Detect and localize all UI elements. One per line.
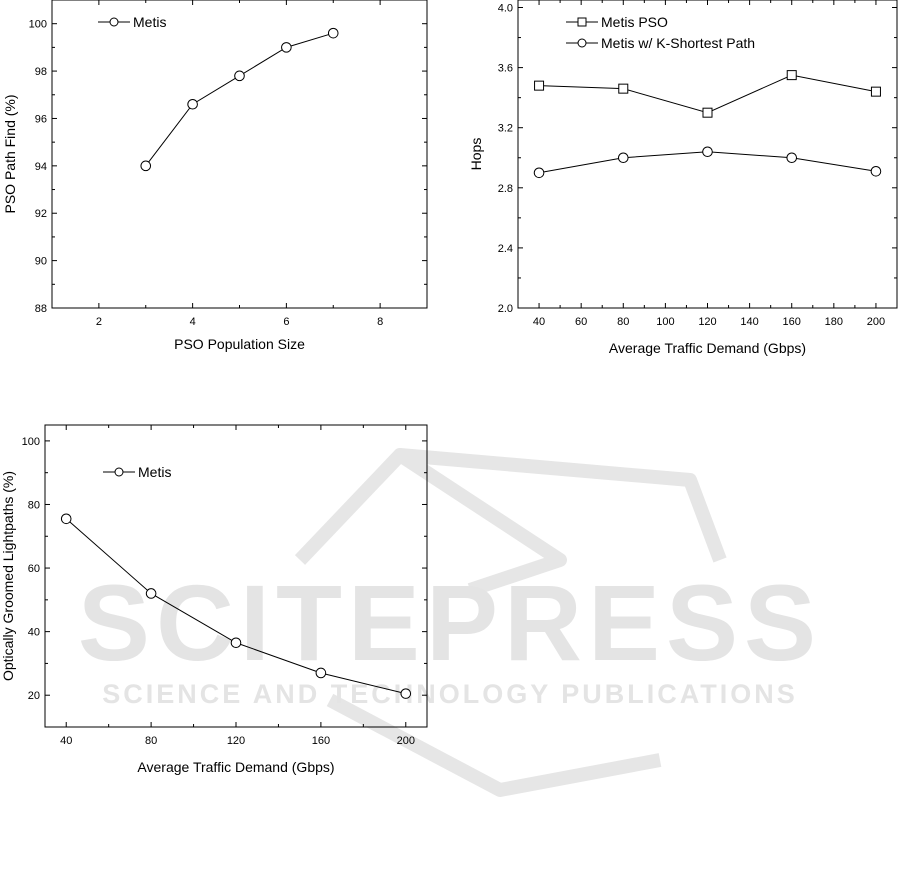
data-point-square <box>618 83 629 94</box>
x-tick-label: 40 <box>60 735 72 747</box>
legend-label: Metis <box>133 14 166 30</box>
chart-3: 40 80 120 160 200 20 40 60 80 100 Average Traffic … <box>0 424 428 775</box>
x-tick-label: 60 <box>575 316 587 328</box>
data-point-square <box>786 70 797 81</box>
y-tick-label: 4.0 <box>498 3 513 15</box>
data-point <box>281 42 292 53</box>
data-point <box>617 152 629 164</box>
y-tick-label: 92 <box>35 208 47 220</box>
data-point <box>400 688 412 699</box>
legend-label: Metis <box>138 464 171 480</box>
y-tick-label: 88 <box>35 303 47 315</box>
series-1 <box>534 70 881 118</box>
data-point <box>315 667 327 679</box>
x-tick-label: 80 <box>145 735 157 747</box>
x-axis-label: Average Traffic Demand (Gbps) <box>609 340 806 356</box>
x-tick-label: 100 <box>656 316 674 328</box>
y-tick-label: 80 <box>28 499 40 511</box>
series-2 <box>533 146 882 179</box>
y-tick-label: 20 <box>28 690 40 702</box>
y-tick-label: 2.8 <box>498 183 513 195</box>
x-tick-label: 160 <box>783 316 801 328</box>
x-tick-label: 4 <box>190 316 196 328</box>
data-point <box>187 98 198 110</box>
x-axis-label: Average Traffic Demand (Gbps) <box>137 759 334 775</box>
legend-entry: Metis w/ K-Shortest Path <box>566 35 755 51</box>
chart-2: 40 60 80 100 120 140 160 180 200 2.0 2.4 2.8 3.2 3.6 4… <box>468 0 898 356</box>
y-tick-label: 2.4 <box>498 243 513 255</box>
x-tick-label: 200 <box>397 735 415 747</box>
data-point <box>60 513 72 525</box>
data-point <box>234 70 245 82</box>
x-tick-label: 200 <box>867 316 885 328</box>
x-tick-label: 120 <box>227 735 245 747</box>
legend-label: Metis PSO <box>601 14 668 30</box>
y-tick-label: 100 <box>22 436 40 448</box>
legend-entry: Metis <box>98 14 166 30</box>
data-point <box>230 637 242 649</box>
data-point <box>577 38 587 48</box>
data-point-square <box>577 17 587 27</box>
x-tick-label: 80 <box>617 316 629 328</box>
y-tick-label: 60 <box>28 563 40 575</box>
data-point <box>702 146 713 158</box>
legend-entry: Metis <box>103 464 171 480</box>
series-1 <box>60 513 412 699</box>
legend-entry: Metis PSO <box>566 14 668 30</box>
data-point-square <box>534 80 545 91</box>
x-tick-label: 8 <box>377 316 383 328</box>
data-point <box>114 467 124 477</box>
y-tick-label: 3.2 <box>498 123 513 135</box>
data-point-square <box>702 107 713 118</box>
x-tick-label: 6 <box>283 316 289 328</box>
data-point <box>145 588 157 599</box>
y-tick-label: 96 <box>35 113 47 125</box>
y-axis-label: Hops <box>468 138 484 171</box>
x-tick-label: 140 <box>740 316 758 328</box>
y-tick-label: 90 <box>35 256 47 268</box>
data-point <box>140 160 152 172</box>
y-tick-label: 98 <box>35 66 47 78</box>
x-tick-label: 40 <box>533 316 545 328</box>
y-tick-label: 40 <box>28 627 40 639</box>
y-tick-label: 2.0 <box>498 303 513 315</box>
series-line <box>65 518 406 695</box>
y-tick-label: 3.6 <box>498 63 513 75</box>
series-line <box>539 74 877 114</box>
y-tick-label: 94 <box>35 161 47 173</box>
y-tick-label: 100 <box>29 19 47 31</box>
x-tick-label: 160 <box>312 735 330 747</box>
data-point <box>786 152 798 164</box>
series-line <box>145 32 334 167</box>
plot-frame <box>51 0 428 309</box>
data-point <box>870 165 882 177</box>
data-point <box>533 167 545 179</box>
series-1 <box>140 27 339 172</box>
data-point <box>109 17 119 27</box>
x-tick-label: 120 <box>698 316 716 328</box>
legend-label: Metis w/ K-Shortest Path <box>601 35 755 51</box>
x-tick-label: 180 <box>825 316 843 328</box>
x-axis-label: PSO Population Size <box>174 336 305 352</box>
data-point-square <box>870 86 881 97</box>
plot-frame <box>44 424 428 728</box>
y-axis-label: Optically Groomed Lightpaths (%) <box>0 471 16 681</box>
y-axis-label: PSO Path Find (%) <box>2 94 18 213</box>
data-point <box>327 27 339 39</box>
x-tick-label: 2 <box>96 316 102 328</box>
